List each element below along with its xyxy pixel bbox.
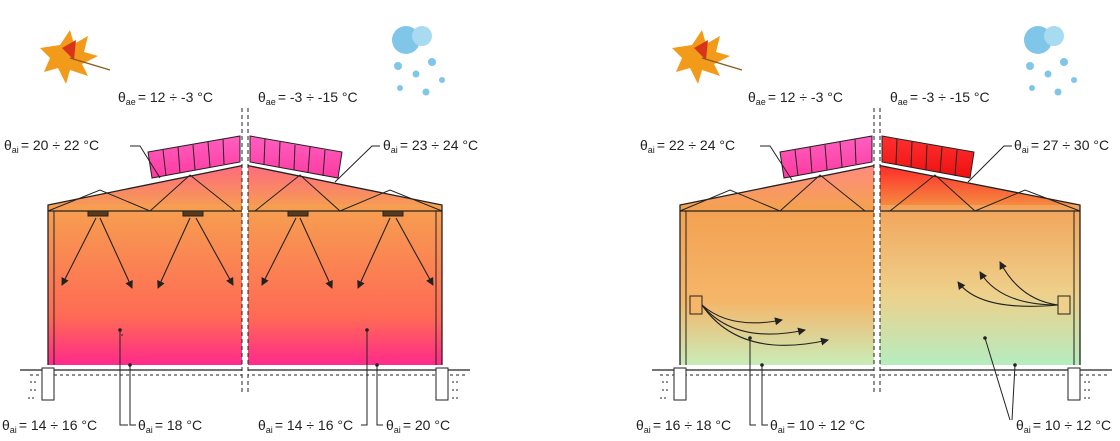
left-bottom-label-1: θai = 14 ÷ 16 °C — [2, 417, 97, 435]
left-exterior-left-label: θae = 12 ÷ -3 °C — [118, 89, 213, 107]
air-flow-arrows-right — [701, 261, 1059, 346]
right-bottom-label-1: θai = 16 ÷ 18 °C — [636, 417, 731, 435]
right-diagram — [652, 108, 1112, 426]
left-roof-left-label: θai = 20 ÷ 22 °C — [4, 137, 99, 155]
left-bottom-label-3: θai = 14 ÷ 16 °C — [258, 417, 353, 435]
hall-air-right-a — [680, 205, 877, 365]
snowflake-icon — [1024, 26, 1077, 96]
left-bottom-label-2: θai = 18 °C — [138, 417, 202, 435]
snowflake-icon — [392, 26, 445, 96]
left-diagram — [20, 108, 470, 426]
right-roof-left-label: θai = 22 ÷ 24 °C — [640, 137, 735, 155]
wall-heater-right — [1057, 295, 1071, 315]
wall-heater-left — [689, 295, 703, 315]
right-bottom-label-2: θai = 10 ÷ 12 °C — [770, 417, 865, 435]
autumn-leaf-icon — [40, 30, 111, 84]
right-bottom-label-3: θai = 10 ÷ 12 °C — [1016, 417, 1111, 435]
autumn-leaf-icon — [672, 30, 743, 84]
right-roof-right-label: θai = 27 ÷ 30 °C — [1014, 137, 1109, 155]
roof-panels-left — [147, 135, 343, 179]
right-exterior-left-label: θae = 12 ÷ -3 °C — [748, 89, 843, 107]
roof-panels-right — [779, 135, 975, 179]
left-bottom-label-4: θai = 20 °C — [386, 417, 450, 435]
right-exterior-right-label: θae = -3 ÷ -15 °C — [890, 89, 990, 107]
left-roof-right-label: θai = 23 ÷ 24 °C — [383, 137, 478, 155]
left-exterior-right-label: θae = -3 ÷ -15 °C — [258, 89, 358, 107]
heat-flow-arrows-left — [61, 217, 434, 289]
ceiling-heaters-left — [87, 210, 404, 217]
hall-air-right-b — [877, 205, 1080, 365]
